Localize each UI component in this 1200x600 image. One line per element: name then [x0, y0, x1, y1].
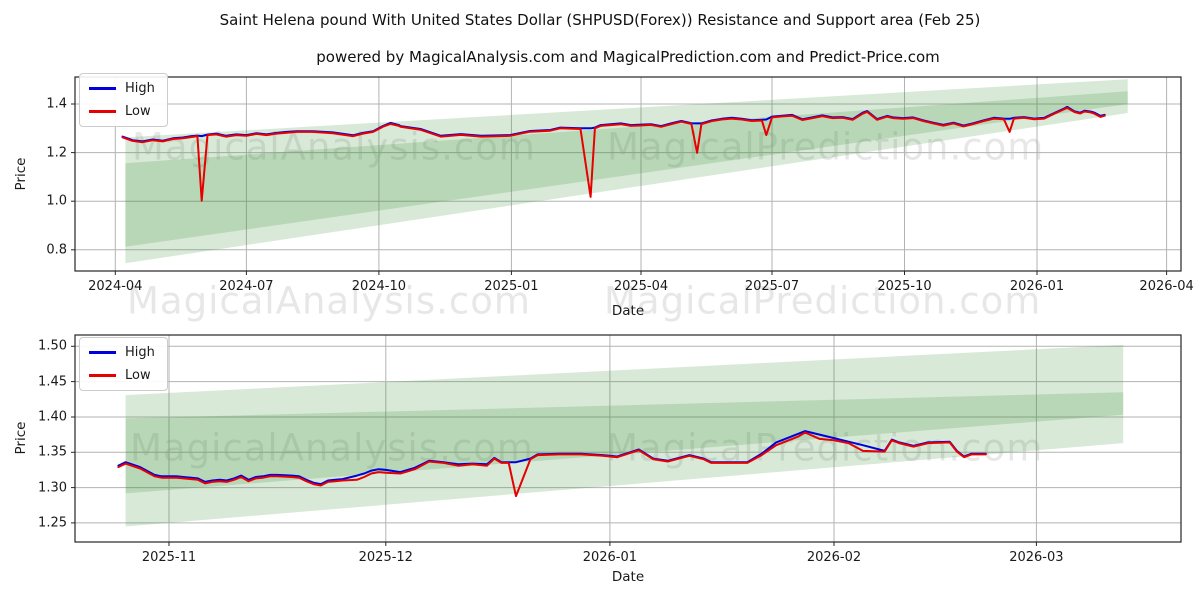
legend-top: High Low — [79, 73, 168, 127]
watermark-prediction-top: MagicalPrediction.com — [607, 126, 1044, 169]
legend-label-high: High — [125, 345, 155, 360]
legend-label-low: Low — [125, 368, 151, 383]
low-line-swatch — [89, 110, 116, 113]
chart-title: Saint Helena pound With United States Do… — [219, 11, 981, 29]
high-line-swatch — [89, 87, 116, 90]
x-axis-label-top: Date — [611, 303, 645, 319]
y-axis-label-top: Price — [13, 157, 29, 191]
legend-entry-low: Low — [89, 104, 155, 119]
y-axis-label-bottom: Price — [13, 421, 29, 455]
legend-label-low: Low — [125, 104, 151, 119]
watermark-analysis-mid: MagicalAnalysis.com — [127, 279, 531, 323]
legend-entry-low: Low — [89, 368, 155, 383]
high-line-swatch — [89, 351, 116, 354]
x-axis-label-bottom: Date — [611, 569, 645, 585]
watermark-analysis-bottom: MagicalAnalysis.com — [130, 427, 534, 470]
chart-subtitle: powered by MagicalAnalysis.com and Magic… — [316, 48, 940, 66]
low-line-swatch — [89, 374, 116, 377]
legend-label-high: High — [125, 81, 155, 96]
legend-entry-high: High — [89, 345, 155, 360]
watermark-prediction-mid: MagicalPrediction.com — [604, 279, 1042, 323]
legend-bottom: High Low — [79, 337, 168, 391]
watermark-prediction-bottom: MagicalPrediction.com — [606, 427, 1043, 470]
legend-entry-high: High — [89, 81, 155, 96]
